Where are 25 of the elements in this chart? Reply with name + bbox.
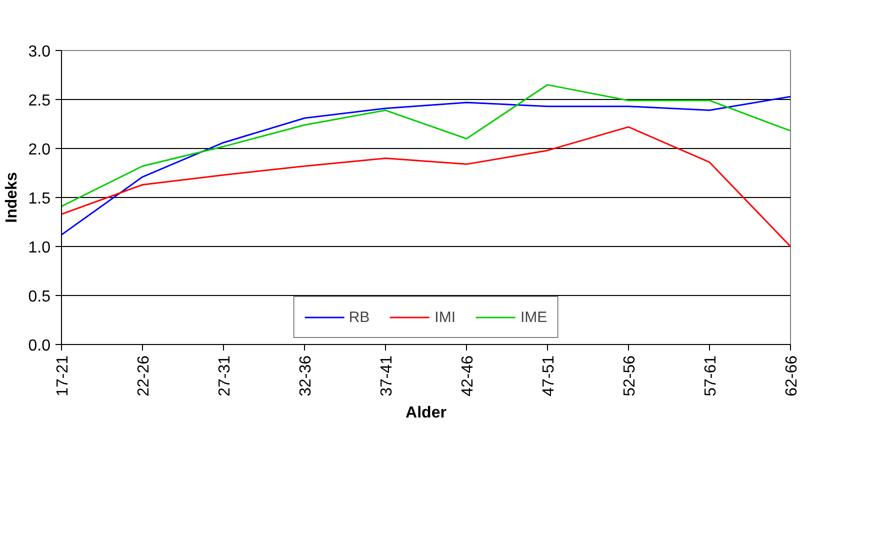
- legend-label: IMI: [434, 308, 456, 326]
- line-series: [62, 126, 790, 248]
- x-tick-label: 37-41: [378, 355, 396, 396]
- x-tick-label: 47-51: [540, 355, 558, 396]
- y-tick-label: 2.0: [28, 142, 51, 158]
- x-tick-label: 42-46: [460, 355, 476, 396]
- y-axis-title: Indeks: [3, 172, 20, 223]
- y-tick-label: 2.5: [28, 92, 51, 110]
- x-tick-label: 32-36: [298, 355, 314, 396]
- x-tick-label: 62-66: [784, 355, 800, 396]
- y-tick-label: 0.5: [28, 288, 51, 306]
- y-tick-label: 3.0: [28, 44, 51, 60]
- line-series: [62, 96, 790, 236]
- y-tick-label: 1.0: [28, 240, 51, 256]
- x-tick-label: 22-26: [136, 355, 152, 396]
- y-tick-label: 1.5: [28, 190, 51, 208]
- x-axis-title: Alder: [406, 404, 446, 422]
- x-tick-label: 27-31: [216, 355, 234, 396]
- x-tick-label: 17-21: [54, 355, 72, 396]
- x-tick-label: 57-61: [702, 355, 720, 396]
- y-tick-label: 0.0: [28, 338, 51, 354]
- x-tick-label: 52-56: [622, 355, 638, 396]
- line-series: [62, 84, 790, 208]
- legend-label: IME: [520, 308, 548, 326]
- legend-label: RB: [348, 308, 370, 326]
